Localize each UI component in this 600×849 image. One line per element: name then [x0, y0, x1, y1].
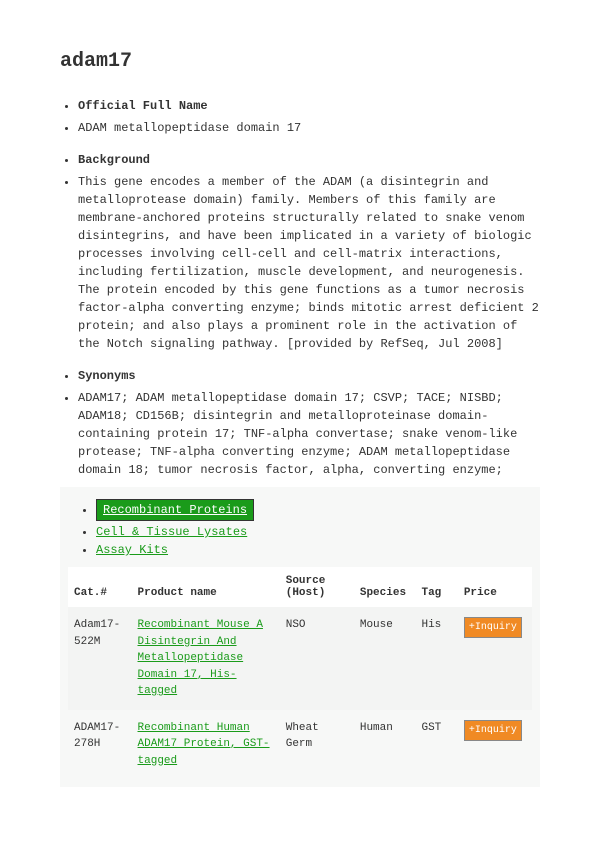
official-name-label: Official Full Name [78, 97, 540, 115]
cell-species: Human [354, 710, 416, 780]
cell-price: +Inquiry [458, 607, 532, 710]
product-link[interactable]: Recombinant Human ADAM17 Protein, GST-ta… [138, 722, 270, 767]
table-header-row: Cat.# Product name Source (Host) Species… [68, 567, 532, 607]
tab-item: Assay Kits [96, 543, 532, 557]
synonyms-label: Synonyms [78, 367, 540, 385]
col-header-name: Product name [132, 567, 280, 607]
cell-cat: Adam17-522M [68, 607, 132, 710]
page-title: adam17 [60, 50, 540, 73]
table-row: ADAM17-278H Recombinant Human ADAM17 Pro… [68, 710, 532, 780]
cell-tag: His [415, 607, 457, 710]
cell-price: +Inquiry [458, 710, 532, 780]
cell-source: NSO [280, 607, 354, 710]
official-name-value: ADAM metallopeptidase domain 17 [78, 119, 540, 137]
col-header-price: Price [458, 567, 532, 607]
cell-name: Recombinant Mouse A Disintegrin And Meta… [132, 607, 280, 710]
cell-source: Wheat Germ [280, 710, 354, 780]
cell-tag: GST [415, 710, 457, 780]
cell-species: Mouse [354, 607, 416, 710]
col-header-cat: Cat.# [68, 567, 132, 607]
tab-item: Recombinant Proteins [96, 499, 532, 521]
cell-cat: ADAM17-278H [68, 710, 132, 780]
tab-recombinant-proteins[interactable]: Recombinant Proteins [96, 499, 254, 521]
table-row: Adam17-522M Recombinant Mouse A Disinteg… [68, 607, 532, 710]
background-text: This gene encodes a member of the ADAM (… [78, 173, 540, 353]
cell-name: Recombinant Human ADAM17 Protein, GST-ta… [132, 710, 280, 780]
tab-cell-tissue-lysates[interactable]: Cell & Tissue Lysates [96, 525, 247, 539]
product-section: Recombinant Proteins Cell & Tissue Lysat… [60, 487, 540, 787]
tab-assay-kits[interactable]: Assay Kits [96, 543, 168, 557]
background-label: Background [78, 151, 540, 169]
info-list: Official Full Name ADAM metallopeptidase… [60, 97, 540, 479]
col-header-tag: Tag [415, 567, 457, 607]
inquiry-button[interactable]: +Inquiry [464, 617, 522, 638]
inquiry-button[interactable]: +Inquiry [464, 720, 522, 741]
tab-list: Recombinant Proteins Cell & Tissue Lysat… [68, 499, 532, 557]
col-header-source: Source (Host) [280, 567, 354, 607]
tab-item: Cell & Tissue Lysates [96, 525, 532, 539]
product-table: Cat.# Product name Source (Host) Species… [68, 567, 532, 779]
synonyms-text: ADAM17; ADAM metallopeptidase domain 17;… [78, 389, 540, 479]
col-header-species: Species [354, 567, 416, 607]
product-link[interactable]: Recombinant Mouse A Disintegrin And Meta… [138, 619, 263, 697]
